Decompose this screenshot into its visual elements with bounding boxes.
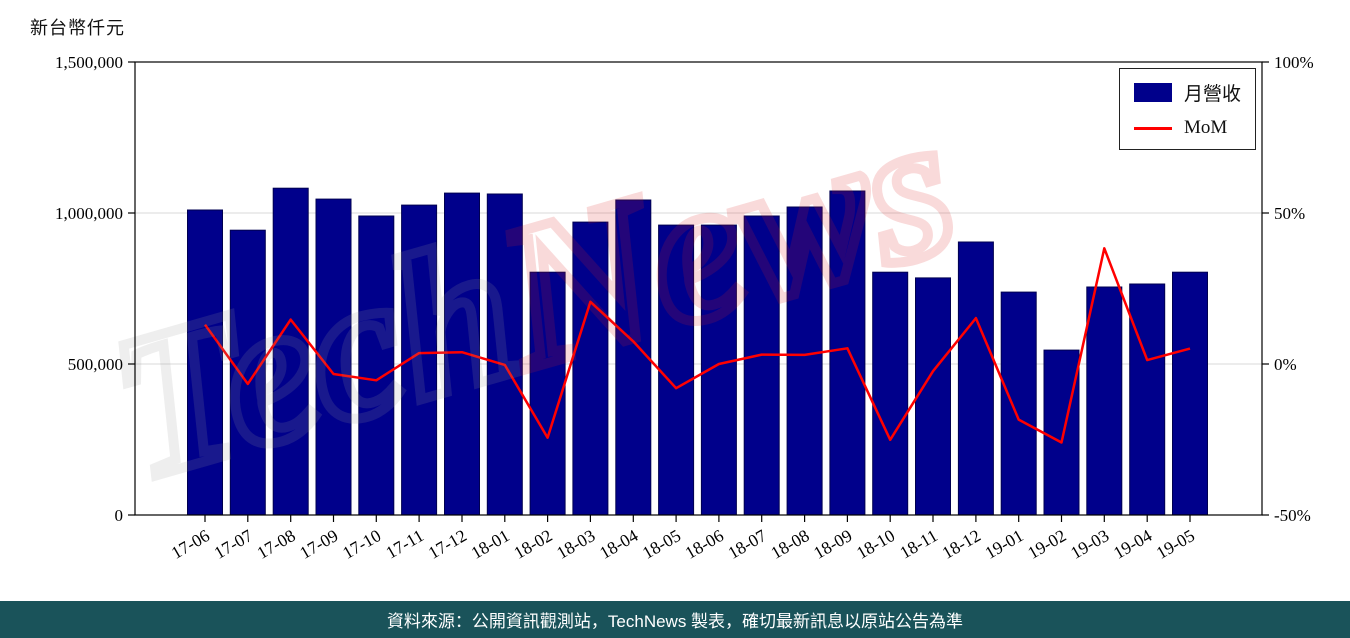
bar	[187, 209, 223, 516]
line-swatch-icon	[1133, 126, 1172, 130]
x-tick-label: 18-10	[853, 525, 899, 563]
legend-label-revenue: 月營收	[1183, 84, 1241, 105]
y-tick-label-right: 100%	[1274, 53, 1314, 72]
legend-item-revenue: 月營收	[1133, 79, 1241, 106]
bar	[915, 277, 951, 516]
y-tick-label-right: -50%	[1274, 506, 1311, 525]
bar-swatch-icon	[1133, 83, 1172, 102]
x-tick-label: 18-06	[682, 525, 728, 563]
x-tick-label: 18-11	[896, 525, 941, 562]
x-tick-label: 18-03	[553, 525, 599, 563]
x-tick-label: 18-02	[510, 525, 555, 563]
bar	[1172, 271, 1208, 516]
bar	[529, 271, 566, 516]
bar	[486, 193, 523, 516]
y-tick-label-left: 500,000	[68, 355, 123, 374]
legend-item-mom: MoM	[1133, 117, 1241, 139]
bar	[872, 271, 909, 516]
y-axis-title: 新台幣仟元	[30, 18, 125, 38]
x-tick-label: 19-01	[981, 525, 1026, 563]
bar	[615, 199, 652, 516]
revenue-mom-chart: TechNews0500,0001,000,0001,500,000-50%0%…	[55, 53, 1314, 563]
x-tick-label: 17-10	[339, 525, 385, 563]
bar	[1000, 291, 1037, 516]
legend-label-mom: MoM	[1183, 117, 1228, 138]
y-tick-label-left: 0	[115, 506, 124, 525]
x-tick-label: 17-07	[210, 525, 256, 563]
bar	[572, 221, 609, 516]
y-tick-label-right: 0%	[1274, 355, 1297, 374]
bar	[1086, 286, 1123, 516]
bar	[1129, 283, 1166, 516]
x-tick-label: 18-09	[810, 525, 856, 563]
x-tick-label: 19-05	[1153, 525, 1199, 563]
x-tick-label: 17-12	[425, 525, 470, 563]
y-tick-label-right: 50%	[1274, 204, 1305, 223]
x-tick-label: 19-04	[1110, 525, 1156, 563]
source-footer: 資料來源：公開資訊觀測站，TechNews 製表，確切最新訊息以原站公告為準	[0, 601, 1350, 638]
y-tick-label-left: 1,500,000	[55, 53, 123, 72]
bar	[957, 241, 994, 516]
bar	[829, 190, 866, 516]
x-tick-label: 19-02	[1024, 525, 1069, 563]
legend: 月營收 MoM	[1118, 68, 1256, 150]
x-tick-label: 17-08	[253, 525, 299, 563]
bar	[786, 206, 823, 516]
x-tick-label: 17-09	[296, 525, 342, 563]
x-tick-label: 18-08	[767, 525, 813, 563]
bar	[743, 215, 780, 516]
x-tick-label: 18-12	[939, 525, 984, 563]
bar	[229, 229, 266, 516]
x-tick-label: 19-03	[1067, 525, 1113, 563]
y-tick-label-left: 1,000,000	[55, 204, 123, 223]
bar	[658, 224, 695, 516]
x-tick-label: 18-07	[724, 525, 770, 563]
bar	[1043, 349, 1080, 516]
x-tick-label: 18-05	[639, 525, 685, 563]
x-tick-label: 17-06	[168, 525, 214, 563]
plot-border	[134, 61, 1263, 516]
bar	[444, 192, 480, 516]
x-tick-label: 17-11	[382, 525, 427, 562]
x-tick-label: 18-01	[467, 525, 512, 563]
x-tick-label: 18-04	[596, 525, 642, 563]
mom-line	[203, 247, 1191, 444]
